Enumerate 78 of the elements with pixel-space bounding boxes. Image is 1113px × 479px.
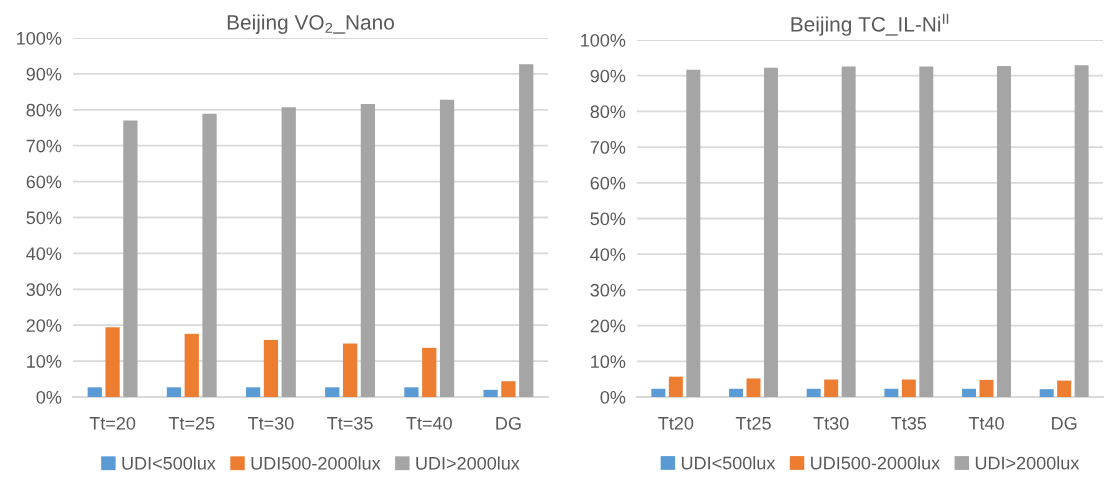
legend-label: UDI<500lux [122, 456, 216, 470]
bar [105, 327, 120, 397]
x-tick-label: Tt25 [735, 416, 771, 430]
bar [962, 388, 977, 397]
chart-title: Beijing TC_IL-Ni$^{II}$ [791, 13, 949, 36]
bar [281, 107, 296, 397]
y-tick-label: 70% [26, 139, 62, 153]
x-tick-label: Tt=30 [247, 416, 294, 430]
bar [763, 67, 778, 397]
x-tick-label: Tt30 [813, 416, 849, 430]
y-tick-label: 70% [590, 141, 626, 154]
bar [806, 388, 821, 397]
bar [184, 333, 199, 397]
bar [651, 388, 666, 397]
legend-label: UDI500-2000lux [811, 456, 940, 470]
bar [202, 113, 217, 397]
x-tick-label: Tt20 [658, 416, 694, 430]
y-tick-label: 30% [590, 283, 626, 297]
y-tick-label: 10% [591, 355, 626, 369]
bar [1074, 65, 1089, 397]
bar [824, 379, 839, 397]
bar [919, 66, 934, 397]
y-tick-label: 30% [26, 283, 62, 297]
x-tick-label: DG [496, 416, 521, 430]
y-tick-label: 90% [590, 69, 626, 83]
bar [841, 66, 856, 397]
x-tick-label: Tt40 [968, 416, 1004, 430]
y-tick-label: 90% [26, 67, 62, 81]
bar [439, 99, 455, 397]
bar [325, 387, 340, 397]
bar [483, 389, 498, 397]
bar [263, 339, 279, 397]
legend-label: UDI<500lux [681, 456, 776, 470]
y-tick-label: 50% [26, 211, 62, 225]
y-tick-label: 20% [590, 319, 626, 333]
bar [342, 343, 358, 397]
bar [729, 388, 744, 397]
bar [404, 387, 419, 397]
y-tick-label: 50% [590, 212, 626, 226]
y-tick-label: 60% [26, 175, 62, 189]
legend-label: UDI>2000lux [416, 456, 520, 470]
y-tick-label: 80% [26, 103, 62, 117]
y-tick-label: 80% [590, 105, 626, 119]
bar [360, 104, 376, 397]
bar [686, 69, 701, 397]
y-tick-label: 20% [26, 319, 62, 332]
bar [1039, 389, 1054, 397]
x-tick-label: Tt=35 [327, 416, 373, 430]
bar [884, 388, 899, 397]
x-tick-label: Tt=20 [89, 416, 136, 430]
bar [979, 379, 994, 397]
y-tick-label: 0% [600, 390, 626, 404]
y-tick-label: 100% [17, 31, 62, 45]
bar [166, 387, 182, 397]
x-tick-label: Tt35 [891, 416, 927, 430]
bar [668, 376, 683, 397]
y-tick-label: 40% [590, 248, 626, 261]
y-tick-label: 60% [590, 176, 626, 190]
bar [519, 64, 534, 397]
y-tick-label: 40% [26, 247, 62, 261]
y-tick-label: 0% [36, 390, 62, 404]
bar [501, 381, 516, 397]
legend-label: UDI>2000lux [975, 456, 1080, 470]
x-tick-label: Tt=25 [168, 416, 215, 430]
x-tick-label: DG [1052, 416, 1077, 430]
chart-title: Beijing VO$_{2}$_Nano [227, 14, 394, 34]
bar [746, 378, 761, 397]
x-tick-label: Tt=40 [406, 416, 452, 430]
legend-label: UDI500-2000lux [251, 456, 381, 470]
bar [87, 387, 102, 397]
bar [422, 347, 437, 397]
bar [996, 66, 1011, 397]
bar [901, 379, 916, 397]
bar [1057, 380, 1072, 397]
bar [123, 120, 138, 397]
y-tick-label: 10% [27, 355, 62, 368]
y-tick-label: 100% [581, 33, 626, 47]
bar [245, 387, 261, 397]
